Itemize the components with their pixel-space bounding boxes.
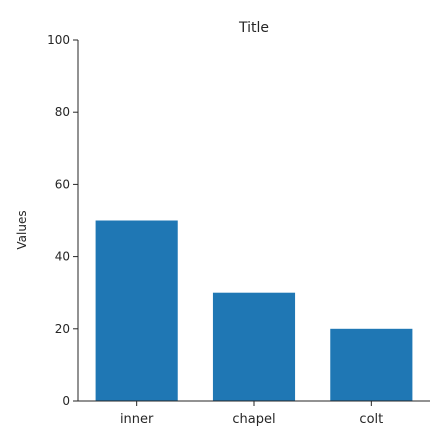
y-axis-ticks: 0 20 40 60 80 100 (47, 33, 78, 408)
y-tick-label: 0 (62, 394, 70, 408)
x-axis-ticks: inner chapel colt (120, 401, 383, 427)
x-tick-label: chapel (232, 412, 275, 427)
x-tick-label: colt (359, 412, 383, 427)
bar-chapel (212, 292, 296, 401)
y-tick-label: 20 (55, 322, 70, 336)
y-tick-label: 40 (55, 250, 70, 264)
y-axis-title: Values (15, 210, 29, 249)
bars-group (95, 220, 413, 401)
x-tick-label: inner (120, 412, 154, 427)
bar-inner (95, 220, 178, 401)
y-tick-label: 60 (55, 177, 70, 191)
bar-colt (330, 328, 413, 401)
chart-title: Title (238, 20, 269, 36)
y-tick-label: 100 (47, 33, 70, 47)
y-tick-label: 80 (55, 105, 70, 119)
